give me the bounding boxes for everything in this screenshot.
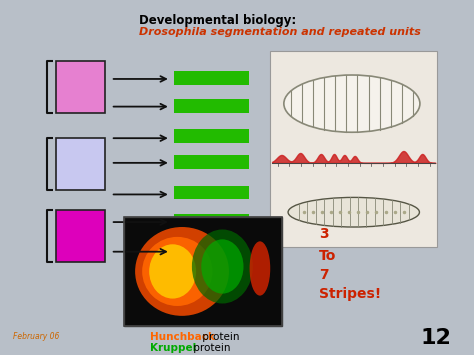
Ellipse shape [135,227,229,316]
Bar [124,217,282,326]
Text: 12: 12 [420,328,451,348]
Text: Stripes!: Stripes! [319,287,381,301]
Text: Kruppel: Kruppel [150,344,196,354]
Ellipse shape [288,197,419,227]
Ellipse shape [142,237,212,306]
Text: Hunchback: Hunchback [150,332,215,342]
Bar [173,155,249,169]
Text: 7: 7 [319,268,328,283]
Bar [124,217,282,326]
Ellipse shape [149,244,196,299]
Ellipse shape [192,229,253,304]
Bar [56,210,105,262]
Ellipse shape [250,241,270,296]
Bar [173,129,249,143]
Text: 3: 3 [319,227,328,241]
Ellipse shape [201,239,244,294]
Bar [173,186,249,200]
Bar [270,51,438,247]
Text: protein: protein [199,332,239,342]
Bar [173,71,249,85]
Bar [173,245,249,258]
Text: February 06: February 06 [13,332,60,341]
Bar [173,99,249,113]
Text: Developmental biology:: Developmental biology: [139,14,296,27]
Ellipse shape [284,75,420,132]
Text: To: To [319,249,337,263]
Bar [56,61,105,113]
Bar [173,214,249,228]
Bar [56,138,105,190]
Text: Drosophila segmentation and repeated units: Drosophila segmentation and repeated uni… [139,27,421,37]
Text: protein: protein [190,344,230,354]
